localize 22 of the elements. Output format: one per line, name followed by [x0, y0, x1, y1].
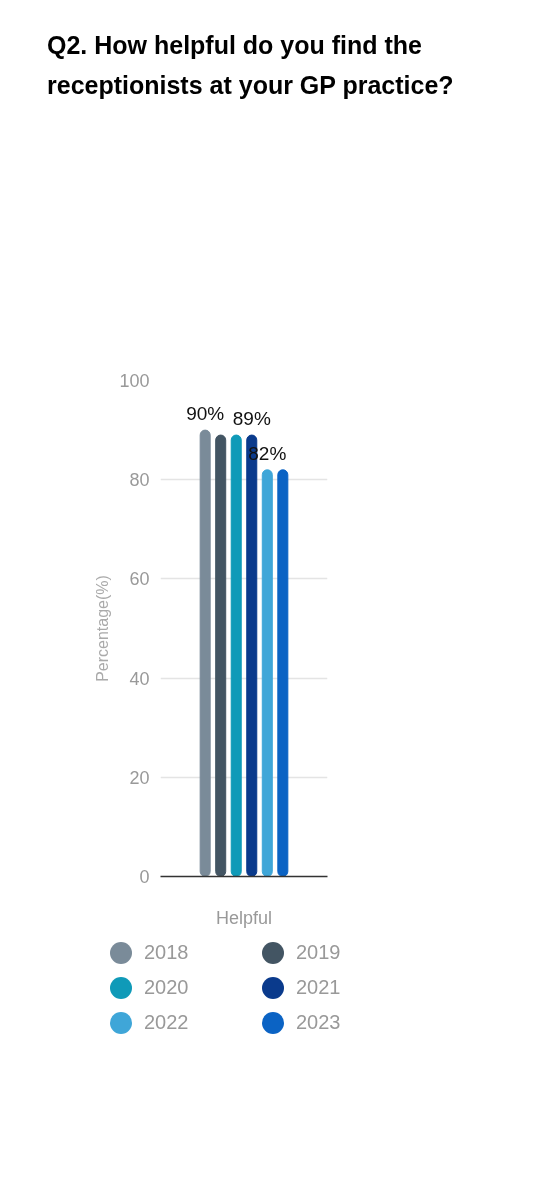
data-label: 89%	[232, 408, 271, 430]
y-tick-label: 40	[129, 668, 150, 689]
bar	[277, 469, 289, 877]
bar	[230, 434, 242, 877]
x-tick-label: Helpful	[215, 907, 273, 928]
y-tick-label: 0	[139, 867, 150, 887]
y-tick-label: 20	[129, 767, 150, 788]
y-tick-label: 100	[119, 371, 150, 391]
data-label: 90%	[186, 403, 225, 425]
legend-label: 2019	[296, 940, 341, 966]
legend-label: 2020	[144, 975, 189, 1001]
legend-label: 2022	[144, 1010, 189, 1036]
y-tick-label: 80	[129, 470, 150, 491]
bar	[199, 429, 211, 877]
bar	[261, 469, 273, 877]
y-axis-title: Percentage(%)	[94, 575, 112, 682]
legend-label: 2023	[296, 1010, 341, 1036]
legend-label: 2021	[296, 975, 341, 1001]
chart-title: Q2. How helpful do you find the receptionists at your GP practice?	[47, 30, 455, 101]
bar	[215, 434, 227, 877]
y-tick-label: 60	[129, 569, 150, 590]
legend-label: 2018	[144, 940, 189, 966]
